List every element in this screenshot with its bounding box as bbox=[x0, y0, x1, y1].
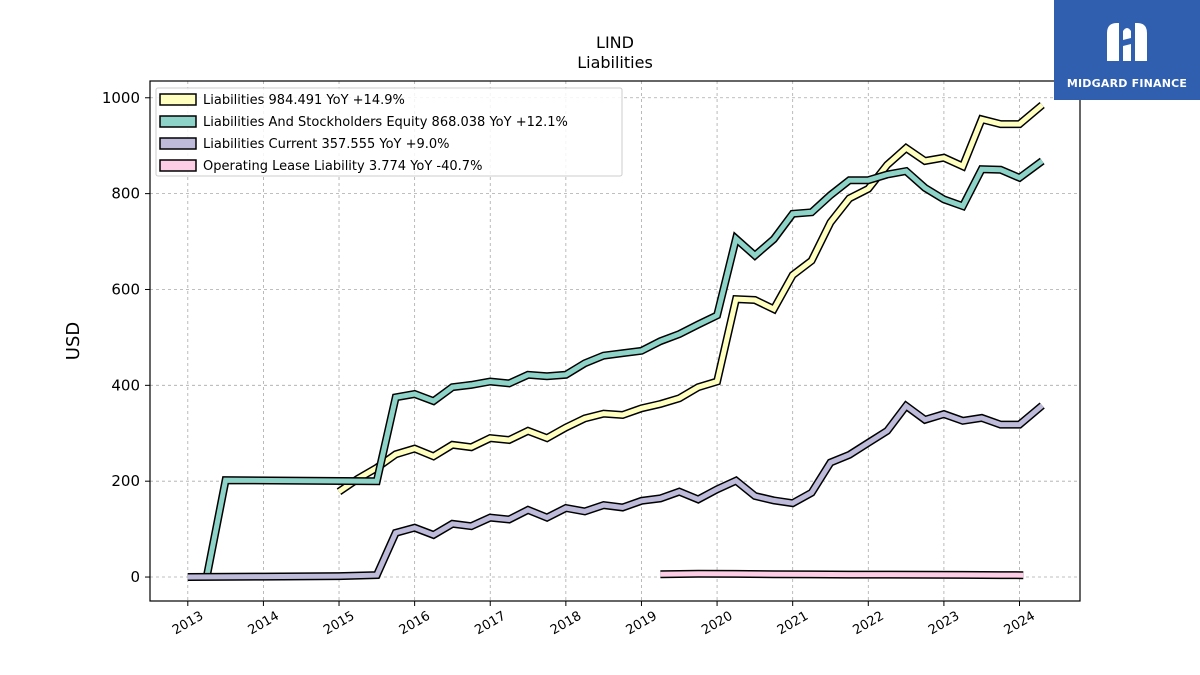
series-line-outline bbox=[187, 400, 1045, 581]
legend-item: Operating Lease Liability 3.774 YoY -40.… bbox=[159, 159, 482, 174]
y-tick-label: 600 bbox=[111, 280, 140, 298]
legend-item: Liabilities 984.491 YoY +14.9% bbox=[159, 93, 405, 108]
x-tick-label: 2019 bbox=[624, 609, 660, 639]
midgard-finance-logo: MIDGARD FINANCE bbox=[1054, 0, 1200, 100]
legend-label: Liabilities And Stockholders Equity 868.… bbox=[203, 115, 568, 130]
x-tick-label: 2016 bbox=[397, 609, 433, 639]
legend-swatch bbox=[159, 93, 197, 106]
series-liabilities-and-stockholders-equity bbox=[202, 157, 1045, 578]
series-line bbox=[337, 103, 1044, 494]
midgard-logo-icon bbox=[1107, 22, 1147, 61]
series-line bbox=[204, 158, 1044, 578]
legend-label: Liabilities 984.491 YoY +14.9% bbox=[203, 93, 405, 108]
legend-label: Operating Lease Liability 3.774 YoY -40.… bbox=[203, 159, 482, 174]
chart-subtitle: Liabilities bbox=[577, 53, 653, 72]
plot-frame bbox=[149, 80, 1081, 602]
y-tick-label: 200 bbox=[111, 472, 140, 490]
series-line bbox=[660, 571, 1024, 578]
x-tick-label: 2018 bbox=[548, 609, 584, 639]
legend-item: Liabilities Current 357.555 YoY +9.0% bbox=[159, 137, 450, 152]
series-group bbox=[187, 101, 1045, 581]
x-tick-label: 2017 bbox=[472, 609, 508, 639]
x-tick-label: 2015 bbox=[321, 609, 357, 639]
x-tick-label: 2013 bbox=[170, 609, 206, 639]
chart-title: LIND bbox=[596, 33, 634, 52]
y-tick-label: 800 bbox=[111, 185, 140, 203]
legend-item: Liabilities And Stockholders Equity 868.… bbox=[159, 115, 568, 130]
series-liabilities-current bbox=[187, 400, 1045, 581]
x-axis: 2013 2014 2015 2016 2017 2018 2019 2020 2021 2022… bbox=[170, 601, 1038, 638]
x-tick-label: 2023 bbox=[926, 609, 962, 639]
x-tick-label: 2024 bbox=[1002, 609, 1038, 639]
legend-swatch bbox=[159, 115, 197, 128]
legend-swatch bbox=[159, 159, 197, 172]
y-tick-label: 0 bbox=[130, 568, 140, 586]
y-tick-label: 400 bbox=[111, 376, 140, 394]
y-axis: 0 200 400 600 800 1000 bbox=[102, 89, 150, 586]
series-liabilities bbox=[336, 101, 1045, 496]
y-axis-label: USD bbox=[63, 322, 84, 360]
series-operating-lease-liability bbox=[660, 569, 1024, 580]
legend-swatch bbox=[159, 137, 197, 150]
x-tick-label: 2020 bbox=[699, 609, 735, 639]
legend-label: Liabilities Current 357.555 YoY +9.0% bbox=[203, 137, 450, 152]
y-tick-label: 1000 bbox=[102, 89, 140, 107]
legend-box bbox=[155, 87, 623, 177]
series-line-outline bbox=[202, 157, 1045, 578]
x-tick-label: 2022 bbox=[850, 609, 886, 639]
logo-wordmark: MIDGARD FINANCE bbox=[1066, 76, 1188, 90]
series-line bbox=[187, 402, 1044, 580]
x-tick-label: 2014 bbox=[246, 609, 282, 639]
legend: Liabilities 984.491 YoY +14.9% Liabilitie… bbox=[155, 87, 623, 177]
x-tick-label: 2021 bbox=[775, 609, 811, 639]
